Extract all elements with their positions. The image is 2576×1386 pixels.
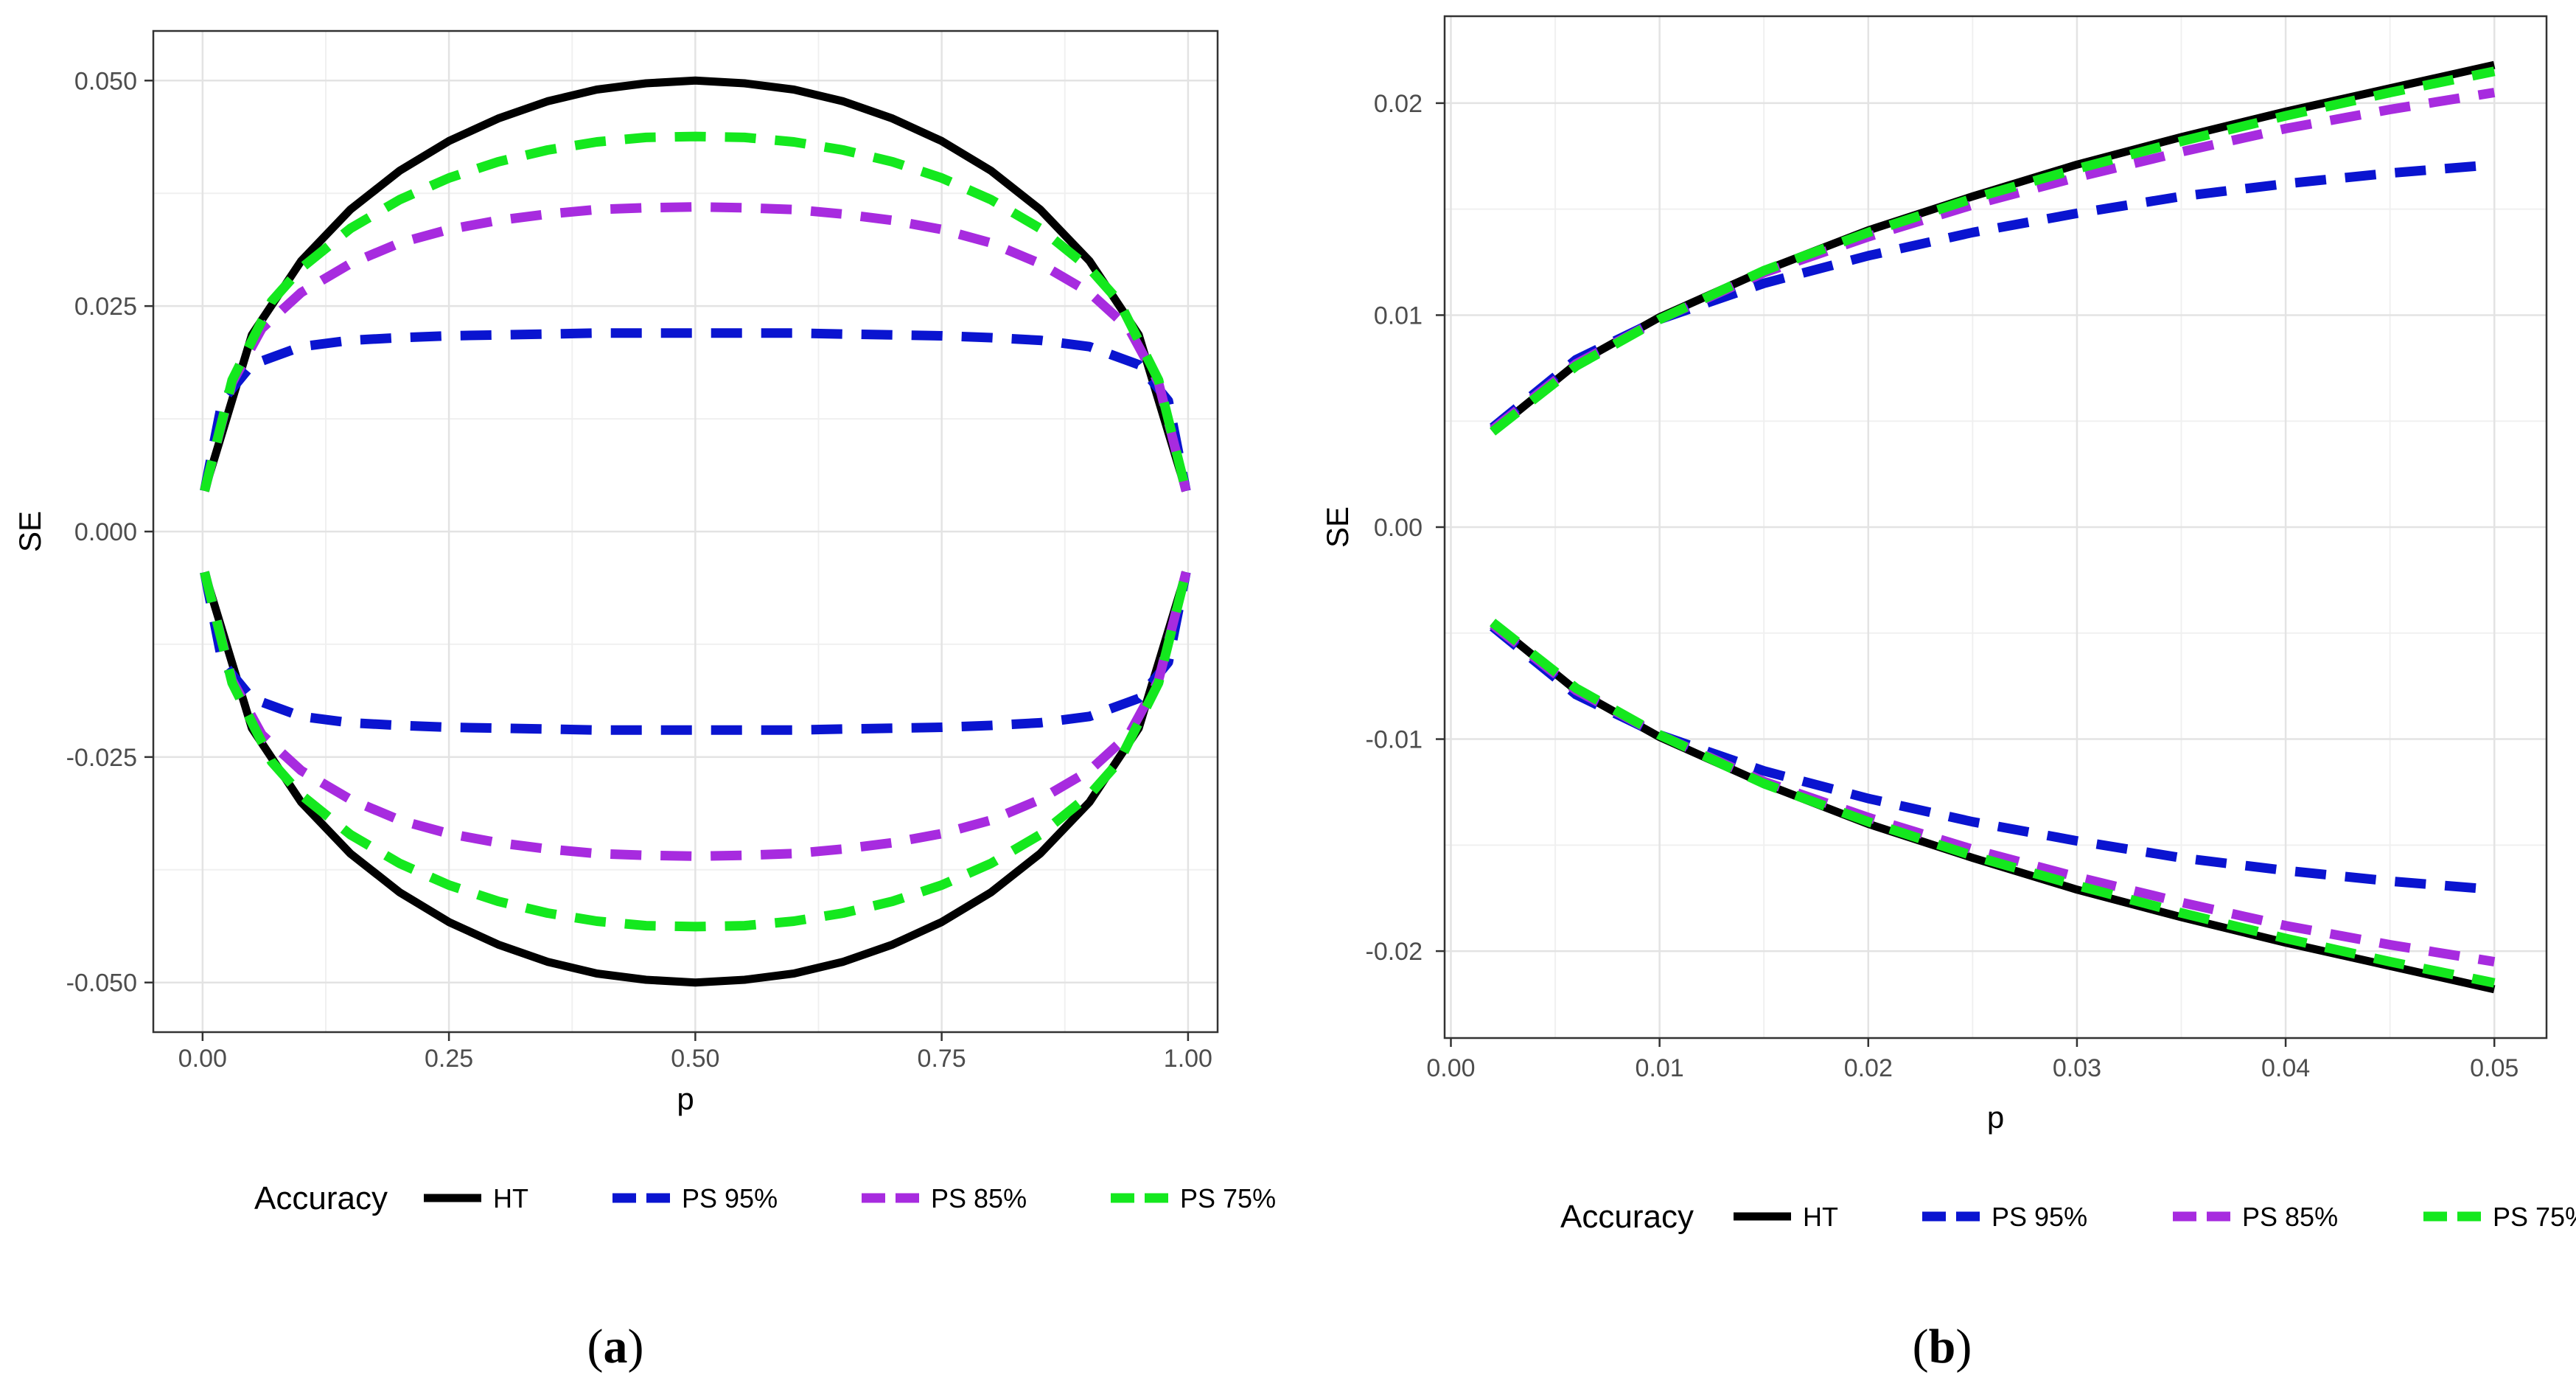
- series-line-ps-95--upper: [200, 328, 1191, 492]
- series-line-ps-85--lower: [200, 571, 1191, 861]
- legend: Accuracy HT PS 95% PS 85% PS 75%: [254, 1180, 1276, 1216]
- y-tick-label: -0.01: [1366, 726, 1423, 754]
- legend-title: Accuracy: [254, 1180, 388, 1216]
- series-line-ps-75--upper: [1490, 66, 2496, 436]
- legend-item: PS 85%: [2173, 1202, 2338, 1232]
- caption-letter: b: [1929, 1320, 1956, 1373]
- caption-close-paren: ): [628, 1320, 644, 1373]
- x-tick-label: 0.05: [2470, 1054, 2519, 1082]
- panel-a: 0.00 0.25 0.50 0.75 1.00 0.050 0.025 0.000 -0.02…: [13, 29, 1276, 1373]
- y-tick-label: -0.050: [66, 969, 137, 997]
- caption-letter: a: [604, 1320, 628, 1373]
- x-axis-label: p: [1987, 1100, 2004, 1135]
- legend-item: PS 95%: [612, 1183, 778, 1213]
- x-tick-label: 0.02: [1844, 1054, 1893, 1082]
- y-tick-label: -0.02: [1366, 938, 1423, 966]
- series-line-ht-lower: [200, 571, 1190, 987]
- legend-title: Accuracy: [1560, 1199, 1694, 1235]
- legend-item: PS 95%: [1922, 1202, 2087, 1232]
- series-line-ht-upper: [200, 76, 1190, 492]
- series-line-ps-85--upper: [200, 202, 1191, 492]
- x-axis-label: p: [677, 1082, 694, 1116]
- y-axis-label: SE: [13, 511, 47, 552]
- x-tick-label: 0.00: [1426, 1054, 1475, 1082]
- panel-caption: (a): [587, 1320, 644, 1373]
- panel-caption: (b): [1913, 1320, 1972, 1373]
- x-tick-label: 1.00: [1164, 1045, 1212, 1073]
- series-line-ps-75--lower: [1490, 619, 2496, 988]
- y-tick-label: -0.025: [66, 744, 137, 772]
- legend-item: HT: [1734, 1202, 1838, 1232]
- series-line-ps-75--upper: [200, 131, 1191, 492]
- legend-item: HT: [424, 1183, 528, 1213]
- legend-item-label: PS 75%: [1180, 1183, 1276, 1213]
- grid: [1445, 16, 2547, 1038]
- panel-b: 0.00 0.01 0.02 0.03 0.04 0.05 0.02 0.01 0.00 -0.0…: [1320, 15, 2576, 1373]
- legend-item-label: PS 75%: [2493, 1202, 2576, 1232]
- y-tick-label: 0.025: [74, 293, 137, 321]
- y-tick-label: 0.01: [1374, 302, 1423, 330]
- caption-open-paren: (: [1913, 1320, 1929, 1373]
- x-tick-label: 0.25: [425, 1045, 473, 1073]
- x-tick-label: 0.00: [178, 1045, 227, 1073]
- legend-item: PS 75%: [2423, 1202, 2576, 1232]
- y-tick-label: 0.050: [74, 67, 137, 95]
- legend-item-label: PS 95%: [1992, 1202, 2087, 1232]
- y-tick-label: 0.00: [1374, 514, 1423, 542]
- caption-open-paren: (: [587, 1320, 604, 1373]
- legend-item-label: PS 85%: [2242, 1202, 2338, 1232]
- legend-item: PS 75%: [1111, 1183, 1276, 1213]
- legend-item-label: HT: [1803, 1202, 1838, 1232]
- legend-item-label: HT: [493, 1183, 528, 1213]
- series-group: [200, 76, 1191, 987]
- series-line-ps-75--lower: [200, 571, 1191, 932]
- y-axis-label: SE: [1320, 506, 1355, 548]
- legend-item-label: PS 95%: [682, 1183, 778, 1213]
- x-tick-label: 0.50: [671, 1045, 719, 1073]
- caption-close-paren: ): [1955, 1320, 1972, 1373]
- x-tick-label: 0.03: [2053, 1054, 2101, 1082]
- y-tick-label: 0.02: [1374, 90, 1423, 118]
- x-tick-label: 0.01: [1636, 1054, 1684, 1082]
- y-tick-label: 0.000: [74, 518, 137, 546]
- series-line-ps-95--lower: [200, 571, 1191, 735]
- x-tick-label: 0.04: [2261, 1054, 2310, 1082]
- legend-item: PS 85%: [862, 1183, 1027, 1213]
- x-tick-label: 0.75: [918, 1045, 966, 1073]
- legend-item-label: PS 85%: [931, 1183, 1027, 1213]
- legend: Accuracy HT PS 95% PS 85% PS 75%: [1560, 1199, 2576, 1235]
- series-group: [1489, 60, 2496, 994]
